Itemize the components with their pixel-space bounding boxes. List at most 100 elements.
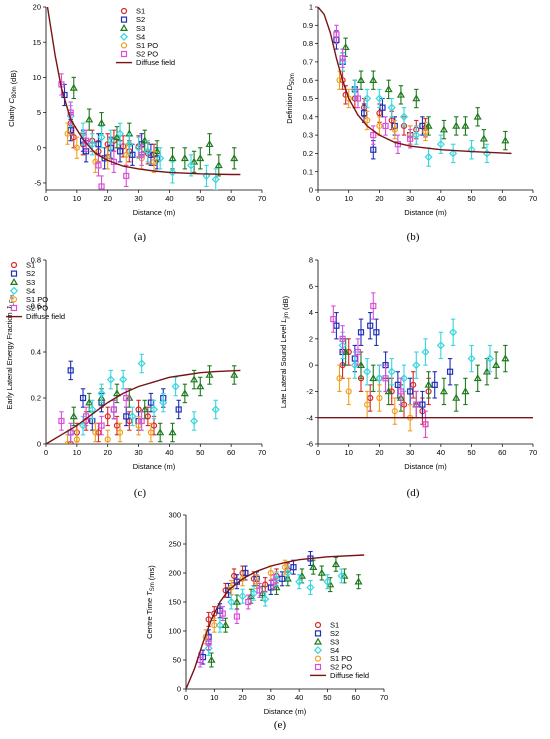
y-tick-label: 250 [168, 540, 181, 549]
data-point-s1 [110, 137, 117, 144]
data-point-s2 [367, 322, 374, 329]
data-point-s1-po [422, 128, 429, 135]
data-point-s1 [262, 581, 269, 588]
data-point-s3 [412, 94, 421, 102]
data-point-s1 [211, 610, 218, 617]
x-tick-label: 10 [345, 448, 353, 457]
data-point-s3 [439, 387, 448, 395]
data-point-s1-po [253, 578, 260, 585]
data-point-s4 [375, 94, 384, 103]
data-point-s3 [501, 136, 510, 144]
plot-area [186, 550, 365, 689]
x-tick-label: 30 [134, 194, 142, 203]
data-point-s3 [112, 133, 122, 141]
plot-area [318, 292, 533, 438]
data-point-s3 [196, 154, 205, 162]
y-tick-label: 300 [168, 511, 181, 520]
data-point-s3 [356, 75, 366, 84]
x-tick-label: 20 [104, 448, 112, 457]
legend-marker-s3 [119, 23, 129, 31]
y-tick-label: 0.8 [303, 39, 313, 48]
panel-label: (d) [407, 487, 420, 499]
y-tick-label: 0.4 [31, 348, 41, 357]
legend-marker-s1 [120, 7, 128, 15]
data-point-s4 [424, 153, 433, 162]
data-point-s1-po [391, 126, 398, 133]
data-point-s2 [419, 401, 426, 408]
data-point-s2 [373, 329, 380, 336]
data-point-s4 [412, 361, 421, 370]
data-point-s3 [317, 568, 326, 576]
panel-label: (b) [407, 231, 420, 243]
y-tick-label: -4 [306, 413, 313, 422]
data-point-s1-po [73, 144, 80, 151]
x-tick-label: 50 [196, 194, 204, 203]
data-point-s4 [97, 133, 106, 142]
data-point-s4 [387, 367, 396, 376]
data-point-s3 [207, 655, 216, 663]
data-point-s3 [424, 380, 433, 388]
data-point-s4 [449, 328, 458, 337]
y-tick-label: 0 [309, 361, 313, 370]
data-point-s3 [439, 125, 448, 133]
data-point-s4 [128, 412, 137, 421]
legend-label: S2 [136, 15, 145, 24]
panel-label: (c) [134, 487, 147, 499]
data-point-s4 [116, 129, 125, 138]
data-point-s4 [295, 577, 304, 586]
data-point-s4 [387, 103, 396, 112]
x-tick-label: 30 [406, 194, 414, 203]
data-point-s2 [446, 368, 454, 375]
legend-label: Diffuse field [330, 671, 369, 680]
data-point-s2-po [219, 610, 226, 617]
legend-marker-s2 [10, 270, 18, 277]
data-point-s3 [452, 121, 461, 129]
data-point-s2-po [256, 587, 263, 594]
data-point-s4 [283, 568, 292, 578]
data-point-s3 [340, 571, 349, 579]
data-point-s2-po [354, 95, 362, 102]
data-point-s2-po [333, 31, 340, 38]
legend-label: S4 [26, 286, 35, 295]
y-tick-label: 6 [309, 282, 313, 291]
x-tick-label: 30 [134, 448, 142, 457]
data-point-s3 [168, 428, 177, 436]
data-point-s4 [306, 583, 315, 592]
x-tick-label: 20 [104, 194, 112, 203]
data-point-s4 [337, 571, 346, 580]
y-tick-label: 50 [173, 656, 181, 665]
legend-label: S3 [26, 278, 35, 287]
y-tick-label: -2 [306, 387, 313, 396]
data-point-s3 [180, 154, 189, 162]
data-point-s3 [196, 382, 205, 390]
data-point-s3 [341, 43, 350, 51]
data-point-s1-po [211, 622, 218, 629]
data-point-s1 [150, 422, 158, 429]
data-point-s4 [106, 375, 115, 384]
data-point-s4 [143, 147, 152, 156]
data-point-s3 [354, 577, 363, 585]
data-point-s3 [190, 157, 199, 165]
data-point-s1 [95, 429, 102, 436]
legend-label: S1 PO [136, 41, 158, 50]
data-point-s2-po [138, 151, 145, 158]
data-point-s2-po [354, 348, 362, 356]
x-tick-label: 70 [529, 448, 537, 457]
data-point-s2-po [339, 335, 346, 342]
data-point-s4 [485, 354, 495, 363]
data-point-s4 [363, 367, 372, 376]
data-point-s1-po [364, 401, 371, 408]
data-point-s1 [410, 381, 417, 388]
data-point-s4 [249, 589, 258, 598]
data-point-s4 [134, 143, 143, 152]
legend-label: S1 PO [330, 654, 352, 663]
data-point-s3 [452, 393, 461, 401]
data-point-s4 [106, 136, 115, 145]
data-point-s3 [69, 83, 78, 91]
data-point-s3 [230, 154, 239, 162]
x-tick-label: 10 [73, 448, 81, 457]
data-point-s4 [261, 595, 270, 604]
data-point-s3 [214, 161, 223, 169]
data-point-s4 [449, 149, 458, 158]
